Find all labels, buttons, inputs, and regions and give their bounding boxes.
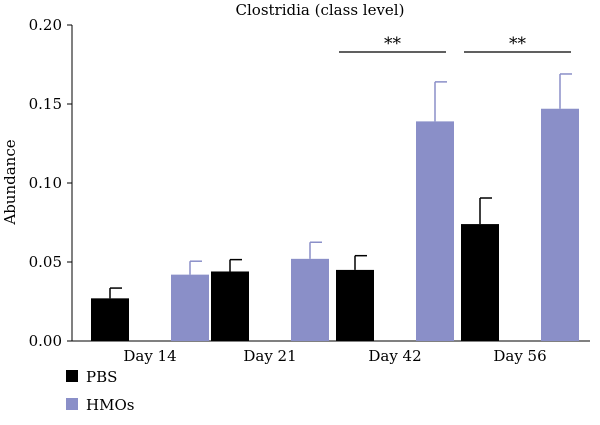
bar-pbs-4: [461, 224, 499, 341]
bar-pbs-2: [211, 271, 249, 341]
bar-hmos-1: [171, 274, 209, 341]
x-tick-label: Day 42: [368, 347, 421, 365]
significance-label: **: [509, 34, 527, 54]
x-tick-label: Day 21: [243, 347, 296, 365]
y-tick-label: 0.00: [29, 332, 62, 350]
bars: [91, 73, 579, 342]
y-tick-label: 0.20: [29, 16, 62, 34]
y-tick-label: 0.10: [29, 174, 62, 192]
x-tick-label: Day 14: [123, 347, 176, 365]
bar-hmos-3: [416, 121, 454, 341]
x-tick-label: Day 56: [493, 347, 546, 365]
bar-pbs-3: [336, 269, 374, 341]
chart-title: Clostridia (class level): [236, 1, 405, 19]
bar-hmos-2: [291, 258, 329, 341]
axes: 0.00 0.05 0.10 0.15 0.20 Day 14 Day 21 Day 42 Da…: [29, 16, 590, 365]
significance-annotations: ** **: [339, 34, 571, 54]
legend-swatch-pbs: [66, 370, 78, 382]
y-axis-label: Abundance: [1, 139, 19, 225]
bar-pbs-1: [91, 298, 129, 341]
legend: PBS HMOs: [66, 368, 134, 414]
legend-label-pbs: PBS: [86, 368, 117, 386]
legend-label-hmos: HMOs: [86, 396, 134, 414]
significance-label: **: [384, 34, 402, 54]
y-tick-label: 0.15: [29, 95, 62, 113]
bar-hmos-4: [541, 108, 579, 342]
y-tick-label: 0.05: [29, 253, 62, 271]
legend-swatch-hmos: [66, 398, 78, 410]
